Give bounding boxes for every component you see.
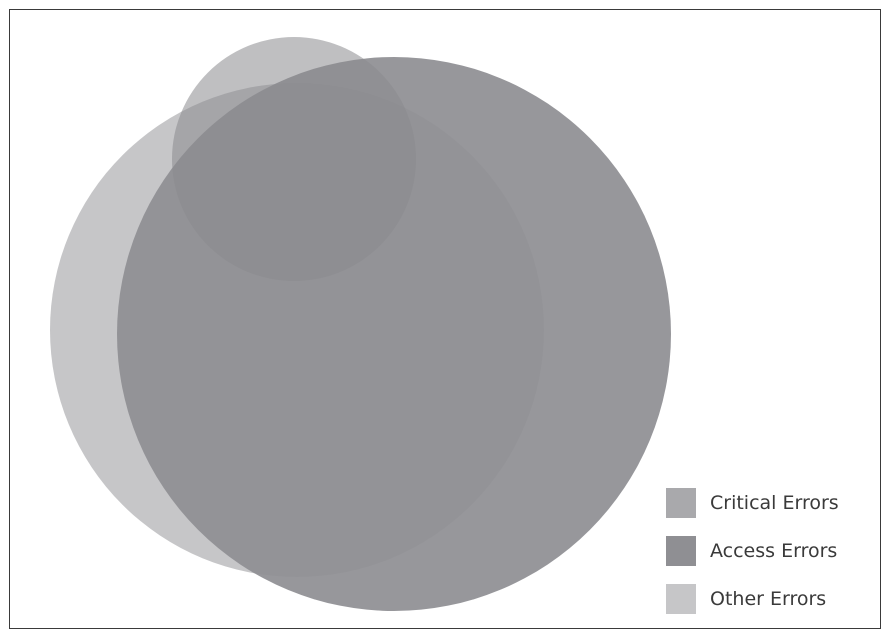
legend-item-critical-errors: Critical Errors	[666, 488, 866, 536]
legend-label: Critical Errors	[710, 492, 839, 514]
legend-item-access-errors: Access Errors	[666, 536, 866, 584]
legend-swatch	[666, 488, 696, 518]
critical-errors-circle	[172, 37, 416, 281]
legend-item-other-errors: Other Errors	[666, 584, 866, 632]
legend-label: Access Errors	[710, 540, 838, 562]
legend-swatch	[666, 584, 696, 614]
legend: Critical Errors Access Errors Other Erro…	[666, 488, 866, 632]
legend-label: Other Errors	[710, 588, 827, 610]
legend-swatch	[666, 536, 696, 566]
